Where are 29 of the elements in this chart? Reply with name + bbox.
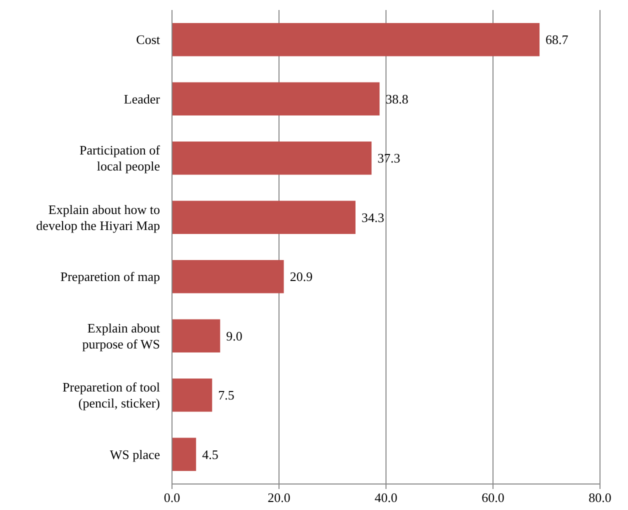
bar: [172, 319, 220, 352]
y-tick-label: WS place: [110, 446, 160, 462]
data-label: 9.0: [226, 328, 242, 344]
bar: [172, 200, 356, 234]
y-tick-label: Cost: [136, 32, 160, 48]
bar: [172, 142, 372, 175]
data-label: 7.5: [218, 388, 234, 403]
data-label: 20.9: [290, 269, 313, 284]
y-tick-label: Leader: [124, 91, 161, 106]
x-tick-label: 60.0: [482, 490, 504, 505]
y-tick-label: Explain about how to develop the Hiyari Map: [36, 202, 160, 233]
y-tick-label: Preparetion of map: [60, 269, 160, 284]
bar: [172, 23, 540, 56]
data-label: 34.3: [362, 210, 384, 225]
x-tick-label: 40.0: [374, 490, 398, 505]
x-tick-label: 20.0: [268, 490, 290, 505]
bar: [172, 260, 284, 294]
x-tick-label: 0.0: [164, 490, 180, 505]
y-tick-label: Preparetion of tool (pencil, sticker): [62, 380, 160, 411]
y-tick-label: Explain about purpose of WS: [82, 320, 160, 352]
bar: [172, 82, 380, 116]
data-label: 68.7: [546, 32, 569, 48]
y-tick-label: Participation of local people: [79, 142, 161, 174]
bar: [172, 438, 196, 471]
data-label: 37.3: [378, 150, 400, 166]
data-label: 4.5: [202, 446, 218, 462]
bar: [172, 378, 212, 412]
x-tick-label: 80.0: [588, 490, 612, 505]
data-label: 38.8: [386, 91, 408, 106]
